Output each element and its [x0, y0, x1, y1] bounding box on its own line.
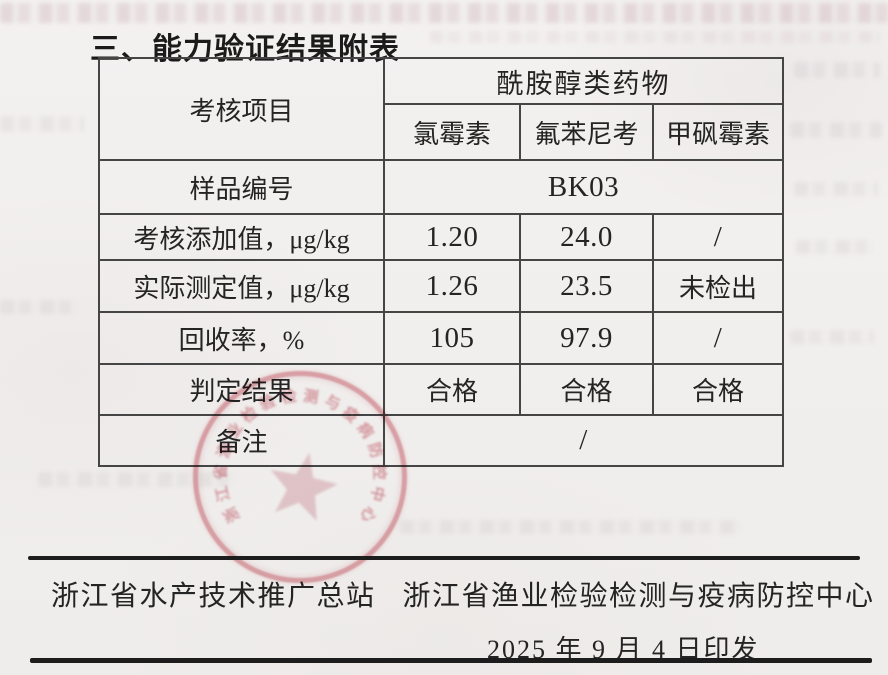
group-header-cell: 酰胺醇类药物 [382, 57, 785, 105]
row-label-cell: 考核添加值，μg/kg [98, 213, 385, 261]
bleed-through-band [0, 3, 888, 23]
footer-rule-top [28, 556, 860, 560]
value-cell: 合格 [651, 363, 785, 416]
table-row: 备注 / [98, 414, 785, 467]
row-label-cell: 回收率，% [98, 311, 385, 365]
corner-header-cell: 考核项目 [98, 57, 385, 161]
table-row: 判定结果 合格 合格 合格 [98, 363, 785, 416]
value-cell: 未检出 [651, 259, 785, 313]
results-table: 考核项目 酰胺醇类药物 氯霉素 氟苯尼考 甲砜霉素 样品编号 BK03 考核添加… [98, 57, 785, 467]
row-label-cell: 样品编号 [98, 159, 385, 215]
row-label-cell: 判定结果 [98, 363, 385, 416]
bleed-through-band [430, 31, 880, 43]
value-cell: 1.26 [383, 259, 521, 313]
org-left-text: 浙江省水产技术推广总站 [51, 581, 376, 612]
column-header-cell: 氯霉素 [383, 103, 521, 161]
bleed-through-band [400, 520, 740, 534]
value-cell: 合格 [519, 363, 654, 416]
table-row: 回收率，% 105 97.9 / [98, 311, 785, 365]
column-header-cell: 氟苯尼考 [519, 103, 654, 161]
value-cell: 合格 [383, 363, 521, 416]
table-row: 样品编号 BK03 [98, 159, 785, 215]
row-label-cell: 实际测定值，μg/kg [98, 259, 385, 313]
table-row: 实际测定值，μg/kg 1.26 23.5 未检出 [98, 259, 785, 313]
bleed-through-band [0, 116, 84, 132]
bleed-through-band [794, 182, 878, 196]
bleed-through-band [38, 472, 238, 487]
bleed-through-band [796, 240, 874, 254]
value-cell: 97.9 [519, 311, 654, 365]
org-right-text: 浙江省渔业检验检测与疫病防控中心 [402, 581, 875, 612]
table-row: 考核添加值，μg/kg 1.20 24.0 / [98, 213, 785, 261]
value-cell: 24.0 [519, 213, 654, 261]
column-header-cell: 甲砜霉素 [651, 103, 785, 161]
value-cell: 23.5 [519, 259, 654, 313]
value-cell: / [651, 213, 785, 261]
bleed-through-band [790, 122, 882, 138]
value-cell: BK03 [382, 159, 785, 215]
row-label-cell: 备注 [98, 414, 385, 467]
footer-org-line: 浙江省水产技术推广总站 浙江省渔业检验检测与疫病防控中心 [51, 574, 873, 614]
value-cell: 105 [383, 311, 521, 365]
bleed-through-band [0, 300, 78, 314]
bleed-through-band [794, 62, 880, 78]
footer-rule-bottom [30, 658, 872, 663]
value-cell: / [382, 414, 785, 467]
value-cell: / [651, 311, 785, 365]
value-cell: 1.20 [383, 213, 521, 261]
bleed-through-band [790, 330, 874, 344]
